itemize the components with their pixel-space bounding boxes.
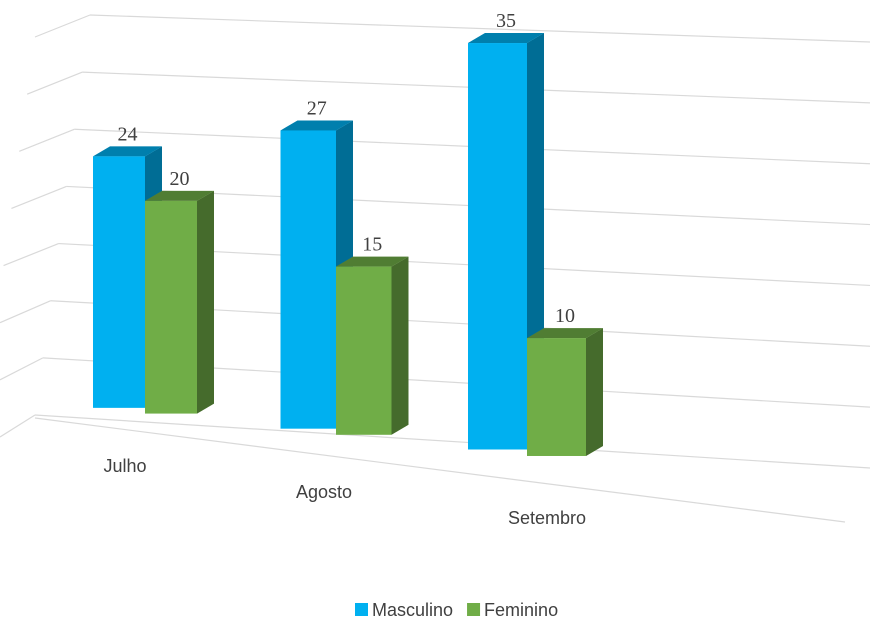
bar-top-shade bbox=[280, 120, 353, 131]
bar-side-shade bbox=[391, 256, 409, 435]
legend-swatch bbox=[355, 603, 368, 616]
bar bbox=[527, 338, 586, 456]
floor-edge bbox=[34, 417, 846, 523]
side-grid-line bbox=[0, 357, 44, 381]
legend-label: Feminino bbox=[484, 600, 558, 620]
bar bbox=[145, 200, 197, 414]
bar bbox=[280, 130, 336, 429]
x-tick-label: Setembro bbox=[508, 508, 586, 528]
bar-3d bbox=[527, 328, 603, 456]
data-label: 27 bbox=[307, 97, 327, 119]
bar-top bbox=[93, 146, 162, 157]
data-label: 15 bbox=[362, 234, 382, 256]
grid-line bbox=[34, 414, 871, 469]
bar-top bbox=[527, 328, 603, 339]
bar-3d bbox=[145, 190, 214, 414]
side-grid-line bbox=[11, 185, 67, 209]
bar-top bbox=[336, 256, 409, 267]
grid-line bbox=[89, 14, 871, 43]
side-grid-line bbox=[19, 128, 75, 152]
bar-top-shade bbox=[93, 146, 162, 157]
bar-3d bbox=[336, 256, 409, 435]
data-label: 10 bbox=[555, 305, 575, 327]
bar bbox=[336, 266, 392, 435]
legend-swatch bbox=[467, 603, 481, 616]
x-tick-label: Julho bbox=[103, 456, 146, 476]
bar-side-shade bbox=[197, 190, 214, 414]
x-tick-label: Agosto bbox=[296, 482, 352, 502]
data-label: 20 bbox=[170, 168, 190, 190]
data-label: 24 bbox=[118, 123, 138, 145]
side-grid-line bbox=[3, 243, 59, 267]
side-grid-line bbox=[34, 14, 91, 38]
bar-side bbox=[197, 190, 214, 414]
legend: Masculino Feminino bbox=[355, 600, 558, 620]
bar bbox=[468, 43, 527, 450]
side-grid-line bbox=[0, 414, 36, 438]
bar-top-shade bbox=[468, 33, 544, 44]
bar-top-shade bbox=[336, 256, 409, 267]
bar-top-shade bbox=[145, 190, 214, 201]
bar-top bbox=[468, 33, 544, 44]
bar-top-shade bbox=[527, 328, 603, 339]
side-grid-line bbox=[26, 71, 83, 95]
side-grid-line bbox=[0, 300, 51, 324]
bar-side bbox=[586, 328, 603, 456]
bar bbox=[93, 156, 145, 408]
bars: 24 20 Julho 27 15 Agosto 35 10 Setembro bbox=[93, 10, 603, 528]
bar-top bbox=[145, 190, 214, 201]
bar-side-shade bbox=[586, 328, 603, 456]
legend-label: Masculino bbox=[372, 600, 453, 620]
data-label: 35 bbox=[496, 10, 516, 32]
bar-side bbox=[391, 256, 409, 435]
bar-top bbox=[280, 120, 353, 131]
